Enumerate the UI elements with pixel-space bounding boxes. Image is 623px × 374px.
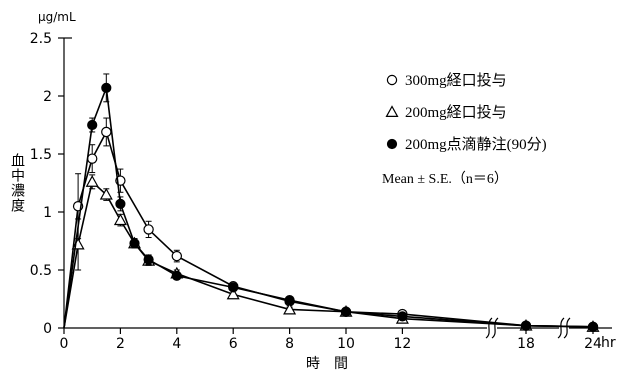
data-point — [171, 250, 182, 262]
legend-marker — [385, 105, 399, 118]
x-tick-label: 18 — [517, 336, 535, 352]
data-point — [284, 295, 295, 306]
data-point — [226, 287, 240, 300]
unit-label: μg/mL — [38, 10, 76, 24]
legend-label: 200mg経口投与 — [405, 104, 507, 121]
x-tick-label: 0 — [60, 336, 69, 352]
axis-break-mark — [485, 317, 493, 339]
y-tick-label: 2 — [43, 89, 52, 105]
x-tick-label: 2 — [116, 336, 125, 352]
data-point — [340, 306, 352, 317]
data-point — [113, 213, 127, 226]
data-point — [143, 224, 154, 235]
axis-break-mark — [557, 317, 565, 339]
x-tick-label: 10 — [337, 336, 355, 352]
data-point — [283, 302, 297, 315]
y-tick-label: 1 — [43, 205, 52, 221]
legend-marker — [386, 138, 398, 150]
axis-break-mark — [491, 317, 499, 339]
data-point — [397, 311, 408, 322]
legend-label: 300mg経口投与 — [405, 72, 507, 89]
x-tick-label: 12 — [393, 336, 411, 352]
legend-label: 200mg点滴静注(90分) — [405, 135, 547, 153]
series-line — [63, 180, 594, 329]
y-tick-label: 0 — [43, 321, 52, 337]
data-point — [101, 126, 112, 138]
series-line — [63, 87, 594, 329]
legend-note: Mean ± S.E.（n＝6） — [382, 171, 508, 187]
x-axis-unit: hr — [601, 335, 616, 351]
x-tick-label: 8 — [285, 336, 294, 352]
data-point — [87, 119, 98, 131]
x-tick-label: 4 — [172, 336, 181, 352]
x-axis-ticks: 0 2 4 6 8 10 12 18 24 — [60, 328, 602, 352]
data-point — [228, 282, 239, 293]
data-point — [86, 153, 98, 164]
axis-break-gap — [487, 318, 497, 338]
y-tick-label: 0.5 — [30, 263, 52, 279]
series-layer — [63, 73, 600, 333]
series-2 — [63, 174, 600, 332]
legend-entries: 300mg経口投与 200mg経口投与 200mg点滴静注(90分) — [385, 72, 547, 153]
axis-break-gap — [559, 318, 569, 338]
y-axis-title: 血中濃度 — [9, 153, 25, 213]
axis-break-mark — [563, 317, 571, 339]
data-point — [171, 270, 182, 281]
data-point — [143, 254, 154, 265]
legend: 300mg経口投与 200mg経口投与 200mg点滴静注(90分) Mean ± … — [382, 72, 547, 187]
data-point — [587, 321, 599, 332]
data-point — [520, 320, 532, 331]
series-line — [63, 129, 594, 329]
y-tick-label: 1.5 — [30, 147, 52, 163]
series-3 — [63, 73, 599, 332]
data-point — [115, 198, 126, 209]
axes — [63, 37, 612, 329]
data-point — [85, 175, 99, 187]
data-point — [129, 238, 140, 249]
data-point — [101, 82, 112, 93]
x-tick-label: 6 — [229, 336, 238, 352]
x-axis-title: 時 間 — [306, 356, 348, 372]
y-tick-label: 2.5 — [30, 31, 52, 47]
data-point — [99, 187, 113, 200]
y-axis-ticks: 0 0.5 1 1.5 2 2.5 — [30, 31, 64, 337]
axis-breaks — [485, 317, 571, 339]
legend-marker — [386, 74, 398, 86]
x-tick-label: 24 — [584, 336, 602, 352]
